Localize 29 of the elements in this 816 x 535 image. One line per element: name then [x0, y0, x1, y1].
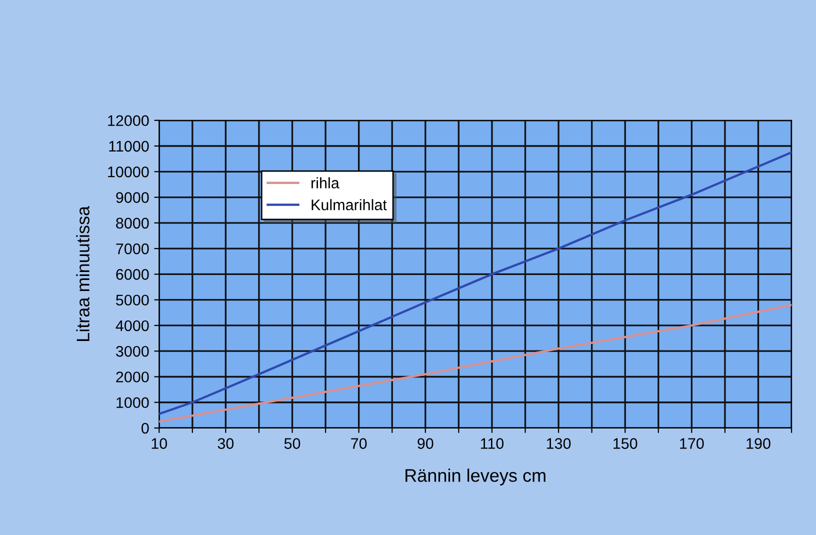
line-series	[159, 304, 792, 423]
y-axis-title: Litraa minuutissa	[76, 206, 90, 341]
y-tick-label: 7000	[116, 243, 149, 254]
y-tick-label: 0	[142, 422, 149, 434]
x-tick-label: 130	[546, 438, 571, 449]
line-series	[159, 151, 792, 416]
y-tick-label: 8000	[116, 218, 149, 229]
x-tick-label: 30	[218, 438, 234, 449]
x-tick-label: 10	[152, 438, 168, 449]
y-tick-label: 10000	[108, 166, 149, 178]
y-tick-label: 3000	[116, 346, 149, 357]
y-tick-label: 5000	[116, 294, 149, 306]
y-tick-label: 4000	[116, 320, 149, 332]
x-tick-label: 170	[680, 438, 704, 449]
x-tick-label: 70	[351, 438, 367, 449]
x-tick-label: 90	[418, 438, 434, 449]
y-tick-label: 1000	[116, 397, 149, 408]
x-tick-label: 190	[746, 438, 770, 449]
y-tick-label: 11000	[109, 140, 149, 152]
y-tick-label: 9000	[116, 192, 149, 203]
y-tick-label: 6000	[116, 269, 149, 280]
y-tick-label: 12000	[108, 115, 149, 126]
x-tick-label: 110	[480, 438, 504, 449]
legend-label: rihla	[312, 177, 340, 188]
x-tick-label: 150	[614, 438, 638, 449]
x-axis-title: Rännin leveys cm	[406, 468, 546, 486]
y-tick-label: 2000	[116, 372, 149, 382]
x-tick-label: 50	[284, 438, 300, 449]
legend-label: Kulmarihlat	[312, 199, 387, 210]
